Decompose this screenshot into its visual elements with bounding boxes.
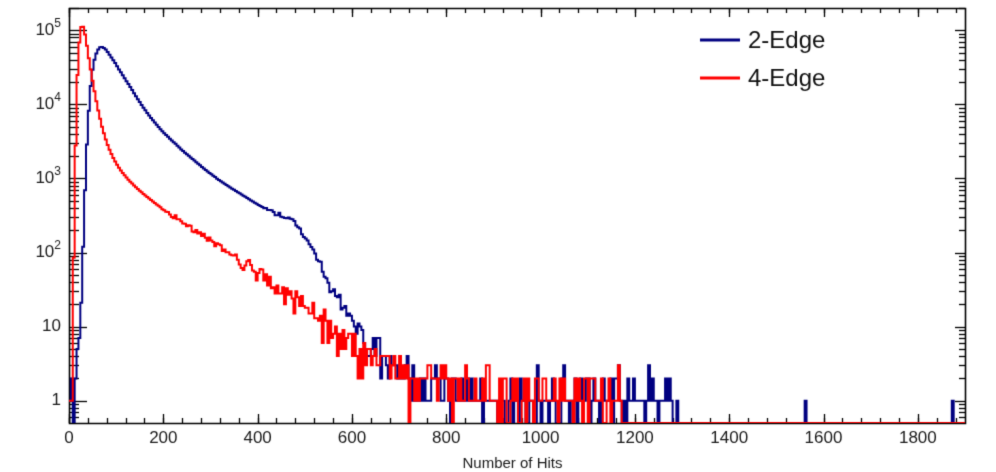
chart-figure: Number of Hits 2-Edge 4-Edge (0, 0, 996, 472)
histogram-plot-canvas (0, 0, 996, 472)
